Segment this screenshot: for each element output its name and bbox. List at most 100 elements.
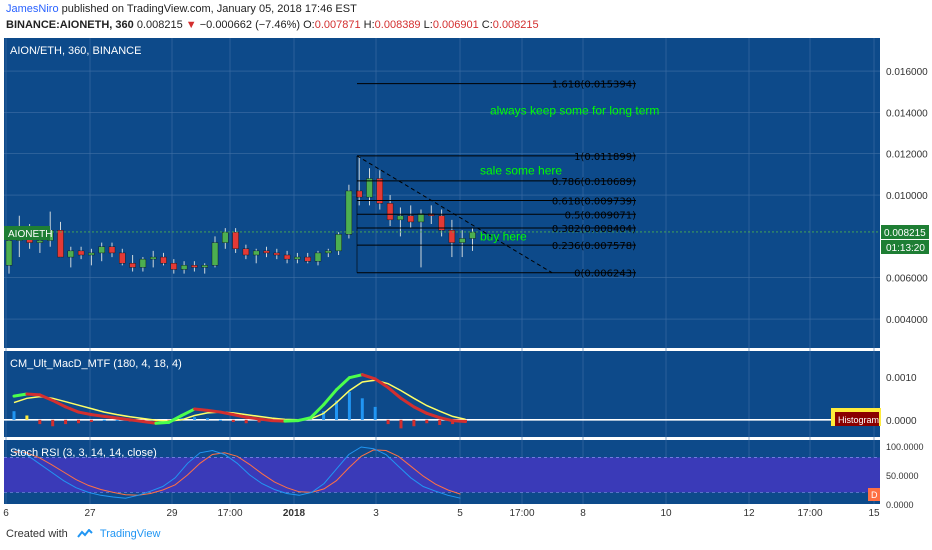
symbol-tag-bg <box>4 226 50 240</box>
chart-canvas[interactable]: 1.618(0.015394) 1(0.011899) 0.786(0.010689… <box>0 36 932 522</box>
fib-level-label: 0.5(0.009071) <box>565 210 637 221</box>
bull-candle <box>459 238 466 243</box>
macd-histogram-bar <box>347 391 351 420</box>
down-arrow-icon: ▼ <box>185 19 197 31</box>
close-value: 0.008215 <box>492 19 539 31</box>
macd-histogram-bar <box>77 419 80 424</box>
macd-line-segment <box>373 377 390 390</box>
macd-histogram-bar <box>51 419 55 427</box>
fib-layer: 1.618(0.015394) 1(0.011899) 0.786(0.010689… <box>356 80 659 280</box>
bear-candle <box>438 215 445 231</box>
stoch-rsi-title: Stoch RSI (3, 3, 14, 14, close) <box>10 447 157 459</box>
fib-level-label: 0.236(0.007578) <box>552 241 636 252</box>
bull-candle <box>366 178 373 198</box>
bear-candle <box>356 190 363 198</box>
bear-candle <box>407 215 414 223</box>
macd-line-segment <box>399 396 416 409</box>
macd-line-segment <box>128 418 145 424</box>
grid-lines <box>4 38 880 504</box>
macd-line-segment <box>167 414 184 424</box>
bull-candle <box>469 232 476 239</box>
stoch-rsi-tick-label: 50.0000 <box>886 471 919 481</box>
macd-line-segment <box>412 405 429 415</box>
macd-histogram-bar <box>399 419 403 429</box>
macd-line-segment <box>206 408 222 414</box>
macd-line-segment <box>425 411 442 420</box>
bear-candle <box>119 252 126 264</box>
macd-histogram-bar <box>115 419 119 421</box>
symbol-tag: AIONETH <box>8 229 52 240</box>
time-tick-label: 15 <box>868 508 880 519</box>
macd-histogram-bar <box>218 419 222 421</box>
macd-line-segment <box>77 410 93 417</box>
bull-candle <box>5 240 13 266</box>
tradingview-brand-link[interactable]: TradingView <box>99 528 161 540</box>
histogram-legend: Histogram <box>838 415 879 425</box>
bull-candle <box>345 190 353 235</box>
macd-line-segment <box>25 392 42 397</box>
bull-candle <box>149 256 157 260</box>
published-text: published on TradingView.com, January 05… <box>61 3 357 15</box>
bull-candle <box>314 252 322 262</box>
price-tick-label: 0.006000 <box>886 274 928 285</box>
chart-annotation: buy here <box>480 230 527 244</box>
macd-histogram-bar <box>64 419 68 425</box>
chart-annotation: always keep some for long term <box>490 103 659 117</box>
chart-annotation: sale some here <box>480 163 562 177</box>
macd-histogram-bar <box>386 419 390 425</box>
high-value: 0.008389 <box>374 19 421 31</box>
macd-line-segment <box>89 413 106 418</box>
interval-badge[interactable]: D <box>871 490 878 500</box>
bear-candle <box>129 263 136 268</box>
stoch-rsi-tick-label: 100.0000 <box>886 442 924 452</box>
author-link[interactable]: JamesNiro <box>6 3 59 15</box>
open-value: 0.007871 <box>314 19 361 31</box>
bear-candle <box>108 246 116 254</box>
bear-candle <box>376 178 383 204</box>
main-chart-title: AION/ETH, 360, BINANCE <box>10 45 141 57</box>
fib-level-label: 1.618(0.015394) <box>552 80 636 91</box>
low-value: 0.006901 <box>432 19 479 31</box>
created-with-text: Created with <box>6 528 68 540</box>
macd-line-segment <box>438 416 455 423</box>
macd-line-segment <box>64 405 80 414</box>
bull-candle <box>98 246 105 254</box>
time-tick-label: 10 <box>660 508 672 519</box>
macd-line-segment <box>115 416 132 422</box>
bear-candle <box>160 256 167 264</box>
bull-candle <box>417 213 425 223</box>
macd-histogram-bar <box>244 419 248 424</box>
interval-badge-bg <box>868 488 880 501</box>
macd-layer <box>4 373 880 429</box>
time-axis[interactable] <box>4 504 880 522</box>
bear-candle <box>448 229 456 243</box>
bull-candle <box>397 215 404 221</box>
bear-candle <box>77 250 85 256</box>
macd-histogram-bar <box>25 415 29 420</box>
bear-candle <box>57 229 64 258</box>
macd-line-segment <box>322 388 338 407</box>
bull-candle <box>67 250 75 258</box>
bear-candle <box>242 248 250 256</box>
price-tag: 0.008215 <box>884 228 926 239</box>
publish-line: JamesNiro published on TradingView.com, … <box>6 3 357 15</box>
stoch-rsi-band <box>4 457 880 493</box>
price-tick-label: 0.016000 <box>886 67 928 78</box>
histogram-legend-bg <box>835 412 879 426</box>
bear-candle <box>263 250 270 254</box>
price-axis[interactable] <box>880 38 932 504</box>
time-tick-label: 3 <box>373 508 379 519</box>
countdown-bg <box>881 240 929 254</box>
open-label: O: <box>303 19 315 31</box>
macd-histogram-bar <box>257 419 261 423</box>
bear-candle <box>191 265 198 268</box>
price-pane[interactable] <box>4 38 880 348</box>
macd-histogram-bar <box>102 419 106 421</box>
footer: Created with TradingView <box>6 528 160 540</box>
bear-candle <box>304 256 311 262</box>
ohlc-line: BINANCE:AIONETH, 360 0.008215 ▼ −0.00066… <box>6 19 539 31</box>
macd-histogram-bar <box>322 411 326 420</box>
fib-level-label: 1(0.011899) <box>574 152 636 163</box>
bull-candle <box>325 250 332 254</box>
macd-histogram-bar <box>206 418 209 420</box>
